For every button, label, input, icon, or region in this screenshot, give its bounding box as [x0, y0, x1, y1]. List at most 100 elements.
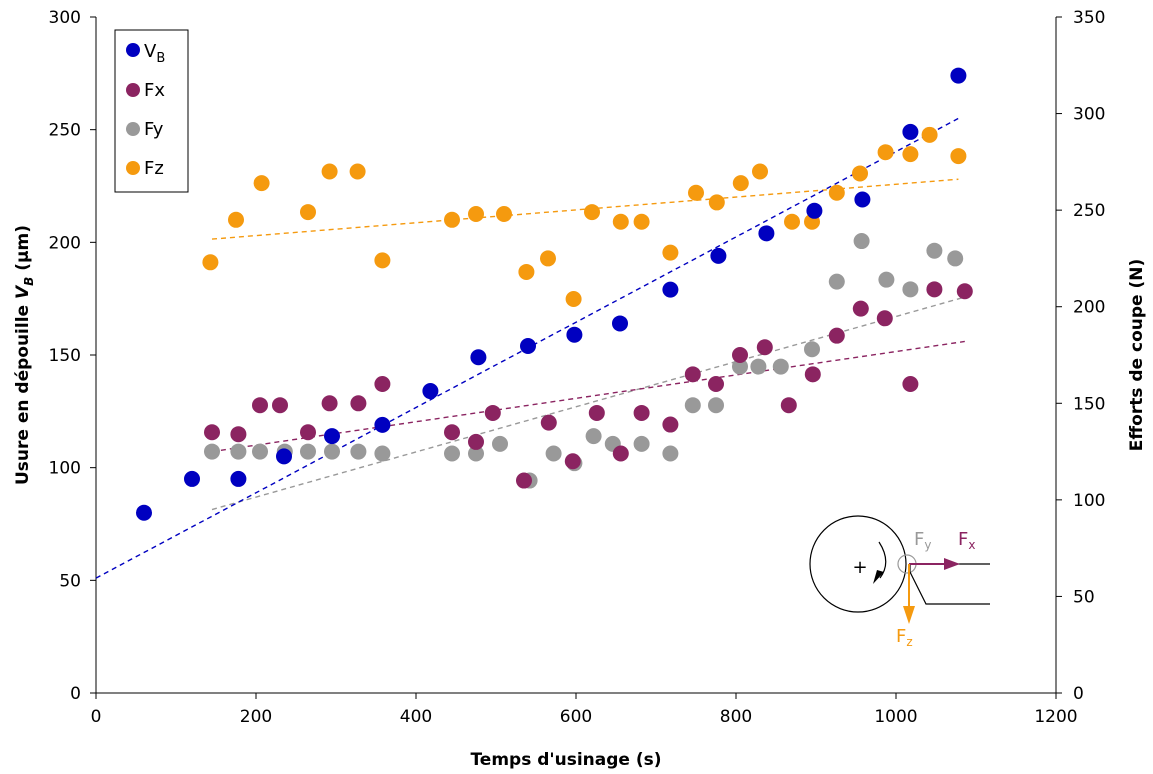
- data-point-fz: [752, 163, 768, 180]
- data-point-vb: [662, 281, 679, 298]
- x-tick-label: 1200: [1034, 707, 1077, 727]
- legend-marker-fx: [126, 83, 140, 97]
- y-left-tick-label: 50: [59, 571, 81, 591]
- data-point-fz: [444, 211, 460, 228]
- legend-label-fz: Fz: [144, 158, 164, 179]
- data-point-fx: [633, 404, 650, 421]
- data-point-vb: [374, 416, 391, 433]
- data-point-fz: [612, 213, 629, 230]
- data-point-vb: [710, 247, 727, 264]
- data-point-fz: [253, 175, 270, 192]
- data-point-fx: [588, 404, 605, 421]
- fz-label-main: F: [896, 626, 906, 647]
- data-point-fz: [228, 211, 244, 228]
- y-left-title-var: V: [13, 284, 33, 299]
- rotation-arrowhead-icon: [873, 570, 884, 584]
- legend-marker-fy: [126, 122, 140, 136]
- data-point-fz: [877, 144, 894, 161]
- y-left-tick-label: 300: [49, 8, 81, 28]
- y-right-tick-label: 250: [1073, 201, 1105, 221]
- data-point-fy: [324, 443, 340, 460]
- data-point-fy: [444, 445, 460, 462]
- data-point-fx: [852, 300, 869, 317]
- data-point-vb: [324, 428, 340, 445]
- data-point-fz: [708, 194, 725, 211]
- data-point-fx: [876, 310, 893, 327]
- data-point-vb: [612, 315, 628, 332]
- data-point-fx: [374, 375, 391, 392]
- y-right-tick-label: 150: [1073, 394, 1105, 414]
- data-point-fz: [852, 165, 868, 182]
- y-right-tick-label: 50: [1073, 587, 1095, 607]
- data-point-fy: [492, 435, 508, 452]
- data-point-fz: [349, 163, 366, 180]
- data-point-vb: [758, 225, 775, 242]
- y-left-tick-label: 200: [49, 233, 81, 253]
- data-point-fy: [662, 445, 679, 462]
- data-point-vb: [230, 470, 247, 487]
- y-left-tick-label: 250: [49, 121, 81, 141]
- fy-label: Fy: [914, 529, 931, 552]
- tool-center-plus: +: [852, 557, 867, 578]
- x-tick-label: 800: [720, 707, 752, 727]
- y-right-tick-label: 200: [1073, 298, 1105, 318]
- fz-label-sub: z: [906, 635, 912, 649]
- data-point-vb: [276, 448, 292, 465]
- x-tick-label: 0: [91, 707, 102, 727]
- data-point-fy: [252, 443, 268, 460]
- data-point-fx: [708, 375, 724, 392]
- data-point-fz: [565, 290, 582, 307]
- data-point-fx: [484, 404, 501, 421]
- data-point-fx: [321, 395, 338, 412]
- legend-marker-fz: [126, 161, 140, 175]
- legend-label-fy: Fy: [144, 119, 164, 140]
- legend-marker-vb: [126, 43, 140, 57]
- data-point-fy: [374, 445, 391, 462]
- rotation-arrow-icon: [878, 541, 887, 579]
- data-point-fx: [272, 397, 288, 414]
- data-point-fz: [902, 146, 919, 163]
- data-point-fz: [828, 184, 845, 201]
- data-point-fy: [828, 273, 845, 290]
- x-tick-label: 200: [240, 707, 272, 727]
- fx-label: Fx: [958, 529, 975, 552]
- workpiece-outline: [909, 563, 990, 605]
- data-point-fz: [688, 184, 704, 201]
- data-point-fz: [518, 263, 535, 280]
- data-point-vb: [806, 202, 823, 219]
- data-point-fy: [300, 443, 316, 460]
- data-point-fx: [612, 445, 629, 462]
- y-right-tick-label: 100: [1073, 491, 1105, 511]
- data-point-fx: [828, 327, 845, 344]
- data-point-fx: [300, 424, 316, 441]
- data-point-fz: [784, 213, 800, 230]
- data-point-vb: [422, 383, 439, 400]
- data-point-fx: [444, 424, 460, 441]
- data-point-fz: [633, 213, 650, 230]
- data-point-fx: [732, 347, 748, 363]
- y-left-tick-label: 0: [70, 684, 81, 704]
- data-point-fx: [926, 281, 943, 298]
- data-point-fx: [252, 397, 268, 414]
- y-axis-right-title: Efforts de coupe (N): [1127, 259, 1147, 451]
- legend: VB Fx Fy Fz: [114, 29, 189, 193]
- data-point-fy: [585, 428, 602, 445]
- data-point-fy: [350, 443, 367, 460]
- data-point-fy: [230, 443, 247, 460]
- data-point-fx: [780, 397, 797, 414]
- data-point-vb: [184, 470, 200, 487]
- data-point-fz: [300, 204, 316, 221]
- legend-box: [114, 29, 189, 193]
- x-tick-label: 600: [560, 707, 592, 727]
- legend-label-fx: Fx: [144, 80, 165, 101]
- data-point-vb: [470, 349, 487, 366]
- data-point-fy: [708, 397, 724, 414]
- data-point-fx: [564, 453, 581, 470]
- fz-arrowhead-icon: [903, 606, 915, 624]
- y-left-tick-label: 150: [49, 346, 81, 366]
- data-point-fy: [804, 341, 820, 358]
- fz-label: Fz: [896, 626, 913, 649]
- legend-vb-sub: B: [156, 51, 165, 66]
- data-point-fz: [468, 206, 484, 223]
- data-point-fy: [204, 443, 220, 460]
